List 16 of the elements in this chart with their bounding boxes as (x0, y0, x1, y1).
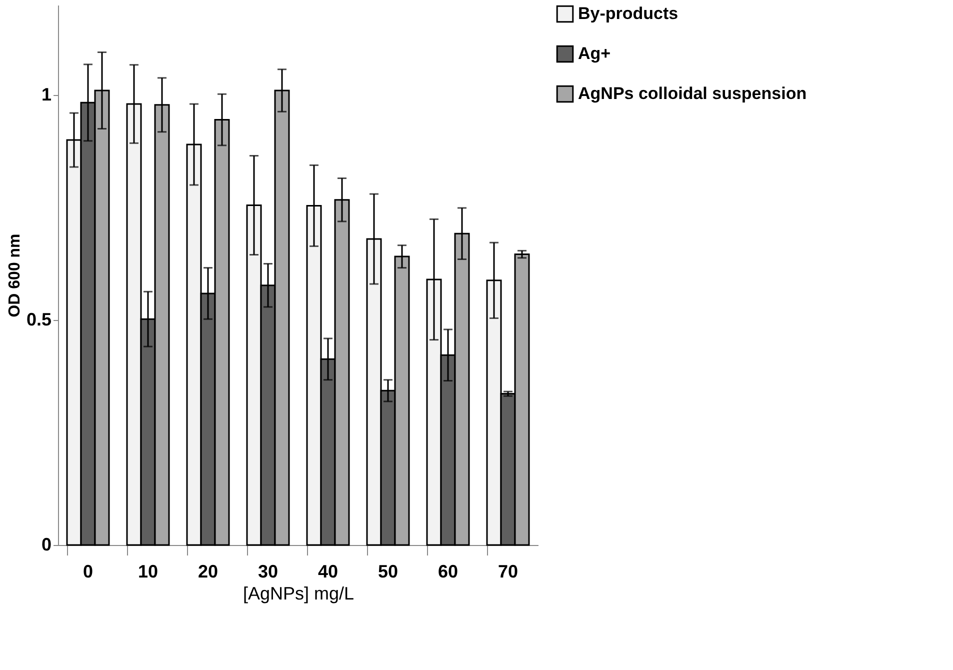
y-tick-label: 1 (41, 84, 52, 104)
x-tick-label: 0 (82, 562, 94, 582)
x-tick-label: 30 (258, 562, 278, 582)
x-tick-label: 60 (438, 562, 458, 582)
x-tick-label: 70 (498, 562, 518, 582)
x-tick-label: 10 (138, 562, 158, 582)
y-tick-label: 0.5 (26, 310, 52, 330)
legend-label: By-products (578, 4, 678, 23)
legend-label: AgNPs colloidal suspension (578, 84, 807, 103)
x-tick-label: 20 (198, 562, 218, 582)
y-tick-label: 0 (41, 534, 52, 554)
x-tick-label: 50 (378, 562, 398, 582)
x-axis-title: [AgNPs] mg/L (242, 584, 354, 604)
legend-label: Ag+ (578, 44, 611, 63)
y-axis-title: OD 600 nm (6, 234, 24, 318)
x-tick-label: 40 (318, 562, 338, 582)
